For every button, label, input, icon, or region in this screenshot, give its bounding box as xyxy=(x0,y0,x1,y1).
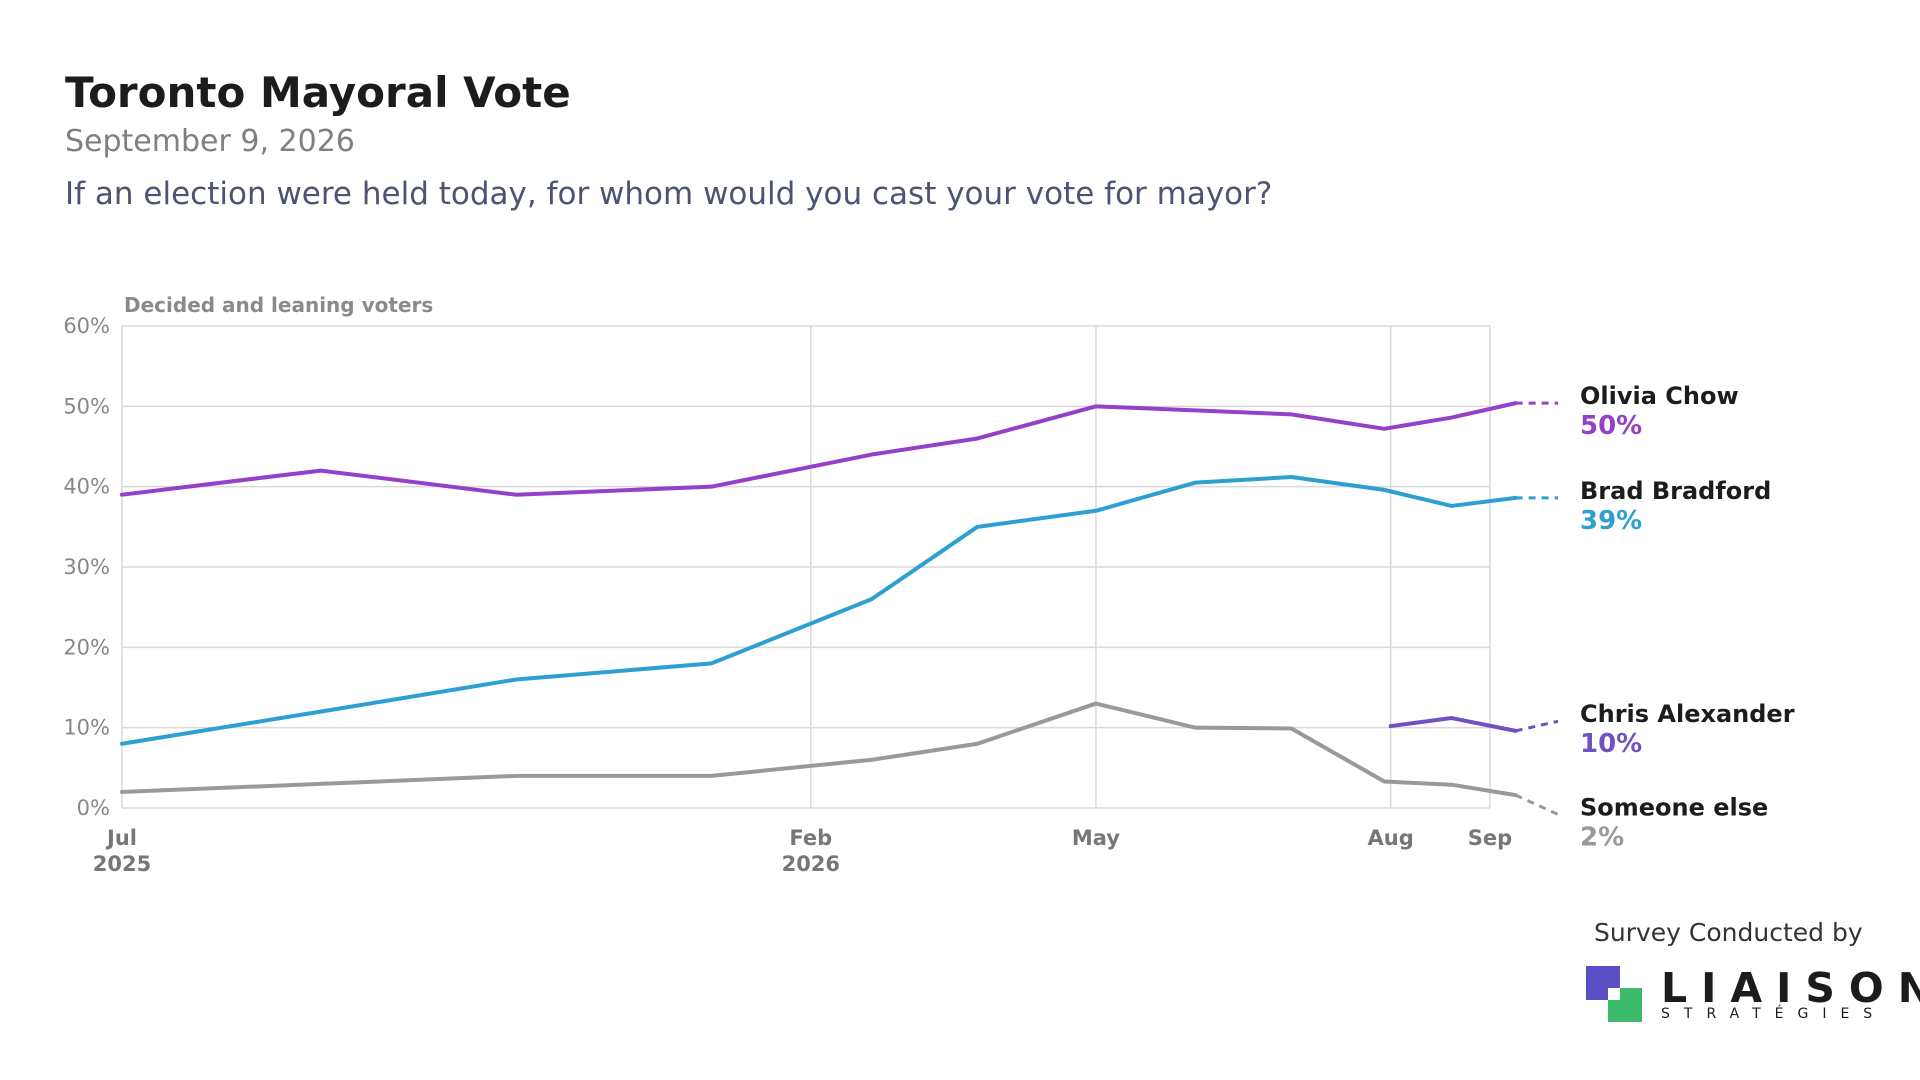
chart-subtitle: Decided and leaning voters xyxy=(124,293,433,317)
survey-question: If an election were held today, for whom… xyxy=(65,176,1273,212)
series-name-olivia-chow: Olivia Chow xyxy=(1580,382,1739,410)
series-name-someone-else: Someone else xyxy=(1580,793,1768,821)
liaison-logo-mark-icon xyxy=(1586,966,1642,1022)
series-value-chris-alexander: 10% xyxy=(1580,729,1642,759)
x-tick-label: Feb xyxy=(789,826,832,850)
x-tick-label: May xyxy=(1072,826,1120,850)
x-tick-year-label: 2026 xyxy=(782,852,840,876)
y-tick-label: 10% xyxy=(63,716,110,740)
logo-wordmark: LIAISON xyxy=(1661,964,1920,1012)
series-name-brad-bradford: Brad Bradford xyxy=(1580,477,1771,505)
y-tick-label: 20% xyxy=(63,635,110,659)
x-tick-label: Jul xyxy=(105,826,137,850)
survey-credit: Survey Conducted by xyxy=(1594,918,1863,947)
series-value-someone-else: 2% xyxy=(1580,822,1624,852)
survey-date: September 9, 2026 xyxy=(65,124,355,159)
liaison-logo: LIAISON STRATÉGIES xyxy=(1586,964,1920,1026)
series-leader-chris-alexander xyxy=(1515,719,1559,733)
y-tick-label: 60% xyxy=(63,314,110,338)
series-value-brad-bradford: 39% xyxy=(1580,506,1642,536)
series-line-chris-alexander xyxy=(1388,716,1518,733)
y-tick-label: 50% xyxy=(63,394,110,418)
chart-title: Toronto Mayoral Vote xyxy=(65,68,571,117)
y-tick-label: 40% xyxy=(63,475,110,499)
x-tick-year-label: 2025 xyxy=(93,852,151,876)
series-line-brad-bradford xyxy=(120,475,1518,746)
series-leader-someone-else xyxy=(1515,793,1559,816)
y-tick-label: 0% xyxy=(77,796,110,820)
series-line-someone-else xyxy=(120,701,1518,798)
series-line-olivia-chow xyxy=(120,401,1518,497)
series-name-chris-alexander: Chris Alexander xyxy=(1580,700,1795,728)
logo-subtitle: STRATÉGIES xyxy=(1661,1006,1887,1022)
x-tick-label: Sep xyxy=(1468,826,1512,850)
y-tick-label: 30% xyxy=(63,555,110,579)
series-value-olivia-chow: 50% xyxy=(1580,411,1642,441)
x-tick-label: Aug xyxy=(1368,826,1414,850)
